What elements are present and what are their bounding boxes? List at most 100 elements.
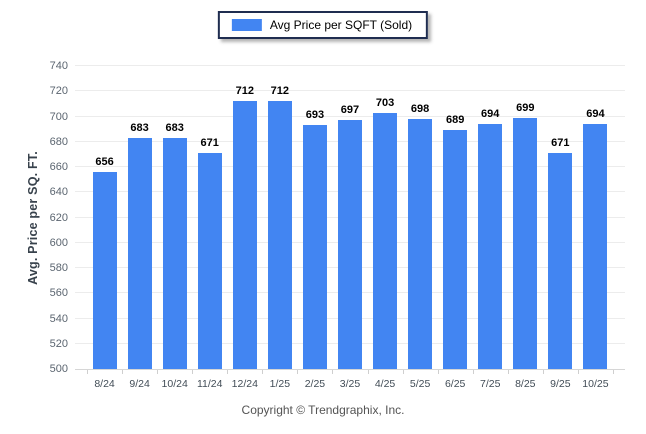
legend: Avg Price per SQFT (Sold) <box>217 11 429 39</box>
x-axis: 8/24 9/24 10/24 11/24 12/24 1/25 2/25 3/25 4/25 5… <box>75 378 625 390</box>
axis-tick <box>332 370 334 374</box>
x-tick-label-6/25: 6/25 <box>444 378 466 390</box>
axis-tick <box>122 370 124 374</box>
x-tick-label-9/24: 9/24 <box>129 378 150 390</box>
bar-9/24 <box>127 137 152 369</box>
axis-tick <box>542 370 544 374</box>
bars-row: 656 683 683 671 712 712 693 697 703 698 689 694 699 6… <box>87 66 613 369</box>
bar-11/24 <box>197 153 222 369</box>
y-tick-label: 520 <box>49 337 68 350</box>
y-tick-label: 620 <box>49 211 68 224</box>
bar-group-9/24: 683 <box>122 66 157 369</box>
x-axis-ticks <box>87 370 614 374</box>
x-tick-label-12/24: 12/24 <box>231 378 258 390</box>
axis-tick <box>297 370 299 374</box>
bar-group-11/24: 671 <box>192 66 227 369</box>
bar-group-3/25: 697 <box>332 66 367 369</box>
x-tick-label-11/24: 11/24 <box>196 378 223 390</box>
x-tick-label-4/25: 4/25 <box>374 378 396 390</box>
y-tick-label: 600 <box>49 236 68 249</box>
bar-value-label: 693 <box>305 109 325 122</box>
bar-8/24 <box>92 172 117 369</box>
legend-label: Avg Price per SQFT (Sold) <box>269 18 413 32</box>
axis-tick <box>507 370 509 374</box>
gridline <box>75 65 625 66</box>
y-tick-label: 660 <box>49 161 68 173</box>
bar-6/25 <box>443 130 468 369</box>
axis-tick <box>192 370 194 374</box>
axis-tick <box>577 370 579 374</box>
gridline <box>75 90 625 92</box>
bar-value-label: 712 <box>235 85 254 98</box>
x-tick-label-8/24: 8/24 <box>94 378 115 390</box>
bar-value-label: 694 <box>481 108 500 121</box>
copyright: Copyright © Trendgraphix, Inc. <box>241 403 405 417</box>
bar-group-7/25: 694 <box>473 66 508 369</box>
bar-group-10/25: 694 <box>578 66 613 369</box>
bar-value-label: 703 <box>375 96 395 109</box>
bar-value-label: 689 <box>445 114 465 127</box>
axis-tick <box>367 370 369 374</box>
gridline <box>75 115 625 117</box>
x-tick-label-10/24: 10/24 <box>161 378 188 390</box>
bar-9/25 <box>548 153 573 369</box>
bar-group-10/24: 683 <box>157 66 192 369</box>
bar-group-4/25: 703 <box>368 66 403 369</box>
bar-group-8/25: 699 <box>508 66 543 369</box>
bar-value-label: 671 <box>200 137 219 150</box>
bar-8/25 <box>513 117 538 369</box>
bar-5/25 <box>408 119 433 369</box>
bar-value-label: 683 <box>165 121 184 134</box>
axis-tick <box>87 370 88 374</box>
bar-group-2/25: 693 <box>297 66 332 369</box>
x-tick-label-2/25: 2/25 <box>304 378 326 390</box>
bar-12/24 <box>232 101 257 369</box>
bar-group-6/25: 689 <box>438 66 473 369</box>
y-tick-label: 500 <box>49 363 68 375</box>
bar-3/25 <box>337 120 362 369</box>
x-tick-label-7/25: 7/25 <box>480 378 501 390</box>
x-tick-label-8/25: 8/25 <box>515 378 536 390</box>
bar-value-label: 656 <box>95 156 114 169</box>
axis-tick <box>472 370 474 374</box>
legend-swatch <box>231 19 262 31</box>
y-tick-label: 640 <box>49 186 68 199</box>
bar-7/25 <box>478 124 503 369</box>
bar-4/25 <box>373 112 398 369</box>
y-tick-label: 680 <box>49 135 68 148</box>
y-axis-title-text: Avg. Price per SQ. FT. <box>26 151 40 285</box>
y-tick-label: 700 <box>49 110 68 123</box>
bar-group-1/25: 712 <box>262 66 297 369</box>
bar-10/25 <box>583 124 608 369</box>
axis-tick <box>402 370 404 374</box>
bar-value-label: 698 <box>410 103 430 116</box>
y-tick-label: 740 <box>49 60 68 72</box>
axis-tick <box>437 370 439 374</box>
bar-value-label: 697 <box>340 104 360 117</box>
axis-tick <box>227 370 229 374</box>
bar-10/24 <box>162 137 187 369</box>
x-tick-label-3/25: 3/25 <box>339 378 361 390</box>
y-tick-label: 540 <box>49 312 68 325</box>
x-tick-label-1/25: 1/25 <box>269 378 291 390</box>
x-tick-label-9/25: 9/25 <box>550 378 571 390</box>
bar-2/25 <box>302 125 327 369</box>
bar-value-label: 694 <box>586 108 605 121</box>
y-axis-title: Avg. Price per SQ. FT. <box>22 66 44 370</box>
bar-1/25 <box>267 101 292 369</box>
y-tick-label: 560 <box>49 287 68 300</box>
y-tick-label: 580 <box>49 262 68 274</box>
bar-group-5/25: 698 <box>403 66 438 369</box>
y-tick-label: 720 <box>49 85 68 98</box>
axis-tick <box>613 370 614 374</box>
bar-group-12/24: 712 <box>227 66 262 369</box>
bar-value-label: 699 <box>516 101 535 114</box>
axis-tick <box>262 370 264 374</box>
axis-tick <box>157 370 159 374</box>
bar-group-9/25: 671 <box>543 66 578 369</box>
bar-value-label: 712 <box>270 85 290 98</box>
x-tick-label-5/25: 5/25 <box>409 378 431 390</box>
bar-value-label: 671 <box>551 137 570 150</box>
x-tick-label-10/25: 10/25 <box>582 378 609 390</box>
